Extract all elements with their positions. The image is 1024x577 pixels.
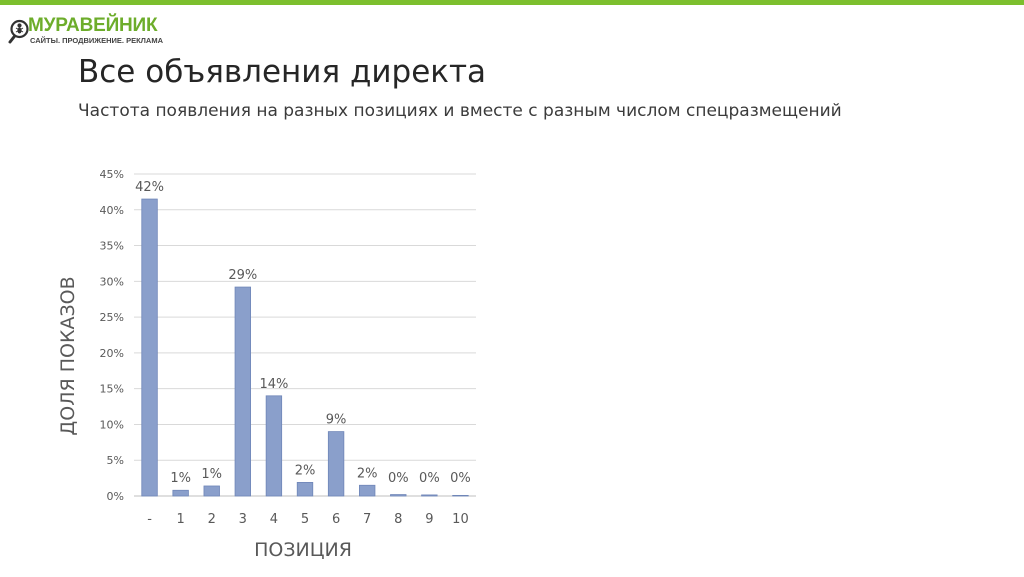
bar [203, 485, 220, 497]
slide-subtitle: Частота появления на разных позициях и в… [78, 101, 842, 121]
x-tick-label: 8 [394, 512, 402, 527]
data-label: 2% [295, 463, 316, 478]
x-tick-label: 3 [239, 512, 247, 527]
y-tick-label: 25% [100, 311, 124, 324]
slide-title: Все объявления директа [78, 54, 487, 90]
y-tick-label: 35% [100, 240, 124, 253]
y-tick-labels: 0% 5% 10% 15% 20% 25% 30% 35% 40% 45% [100, 168, 124, 503]
x-tick-label: 9 [425, 512, 433, 527]
bar [359, 484, 376, 497]
x-axis-title: ПОЗИЦИЯ [254, 539, 352, 561]
data-label: 9% [326, 413, 347, 428]
y-axis-title: ДОЛЯ ПОКАЗОВ [57, 276, 79, 435]
x-tick-labels: - 1 2 3 4 5 6 7 8 9 10 [147, 512, 469, 527]
y-tick-label: 20% [100, 347, 124, 360]
bar [265, 395, 283, 497]
logo-tagline: САЙТЫ. ПРОДВИЖЕНИЕ. РЕКЛАМА [30, 36, 163, 45]
bar [141, 198, 158, 497]
bar [172, 489, 189, 497]
company-logo: МУРАВЕЙНИК САЙТЫ. ПРОДВИЖЕНИЕ. РЕКЛАМА [6, 12, 166, 46]
bar [327, 431, 345, 497]
y-tick-label: 0% [107, 490, 124, 503]
data-label: 0% [450, 471, 471, 486]
bars [141, 198, 469, 497]
y-tick-label: 10% [100, 418, 124, 431]
logo-name: МУРАВЕЙНИК [28, 15, 158, 36]
x-tick-label: 7 [363, 512, 371, 527]
x-tick-label: 4 [270, 512, 278, 527]
ant-magnifier-icon [8, 19, 29, 44]
x-tick-label: 5 [301, 512, 309, 527]
x-tick-label: - [147, 512, 152, 527]
y-tick-label: 30% [100, 275, 124, 288]
data-label: 42% [135, 180, 164, 195]
x-tick-label: 10 [452, 512, 469, 527]
bar [296, 482, 314, 497]
data-label: 2% [357, 466, 378, 481]
data-label: 29% [228, 268, 257, 283]
bar [390, 494, 407, 497]
y-tick-label: 15% [100, 383, 124, 396]
x-tick-label: 1 [176, 512, 184, 527]
y-tick-label: 5% [107, 454, 124, 467]
x-tick-label: 2 [208, 512, 216, 527]
data-label: 0% [419, 471, 440, 486]
grid-lines [134, 173, 476, 497]
top-accent-bar [0, 0, 1024, 5]
bar [234, 286, 251, 497]
y-tick-label: 45% [100, 168, 124, 181]
data-label: 1% [170, 471, 191, 486]
bar [452, 494, 469, 497]
data-label: 14% [259, 377, 288, 392]
data-labels: 42% 1% 1% 29% 14% 2% 9% 2% 0% 0% 0% [135, 180, 471, 486]
data-label: 1% [201, 467, 222, 482]
data-label: 0% [388, 471, 409, 486]
x-tick-label: 6 [332, 512, 340, 527]
y-tick-label: 40% [100, 204, 124, 217]
bar [421, 494, 438, 497]
